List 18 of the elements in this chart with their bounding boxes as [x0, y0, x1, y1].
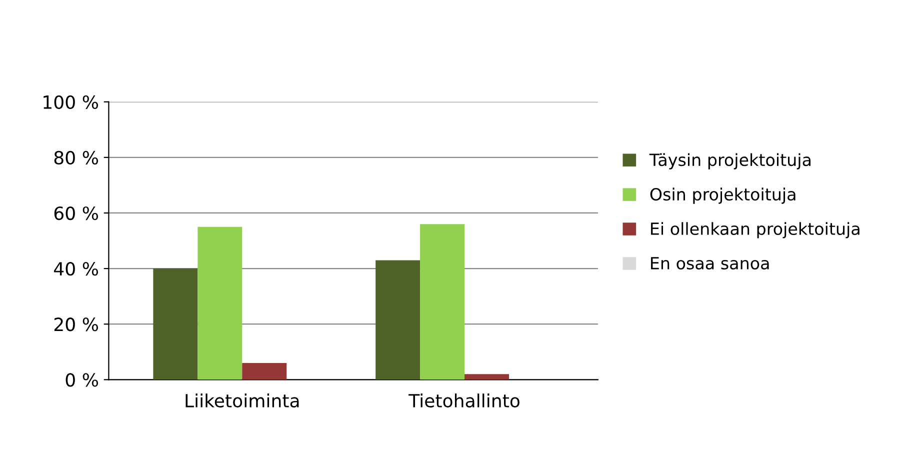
y-tick-label: 0 %: [66, 373, 98, 387]
bar: [420, 224, 465, 380]
bar: [376, 260, 420, 380]
x-tick-label: Tietohallinto: [408, 394, 520, 408]
y-tick-label: 60 %: [54, 206, 98, 220]
bar: [198, 226, 242, 380]
legend-label: Osin projektoituja: [650, 188, 796, 204]
bar: [242, 362, 287, 380]
legend-label: Ei ollenkaan projektoituja: [651, 222, 860, 238]
x-tick-label: Liiketoiminta: [186, 394, 299, 408]
bar: [464, 374, 510, 380]
bar: [153, 268, 198, 380]
y-tick-label: 40 %: [54, 262, 98, 276]
y-tick-label: 80 %: [54, 150, 98, 165]
y-tick-label: 100 %: [44, 95, 98, 109]
legend-label: Täysin projektoituja: [649, 153, 810, 170]
legend-label: En osaa sanoa: [651, 257, 769, 270]
y-tick-label: 20 %: [54, 318, 98, 332]
